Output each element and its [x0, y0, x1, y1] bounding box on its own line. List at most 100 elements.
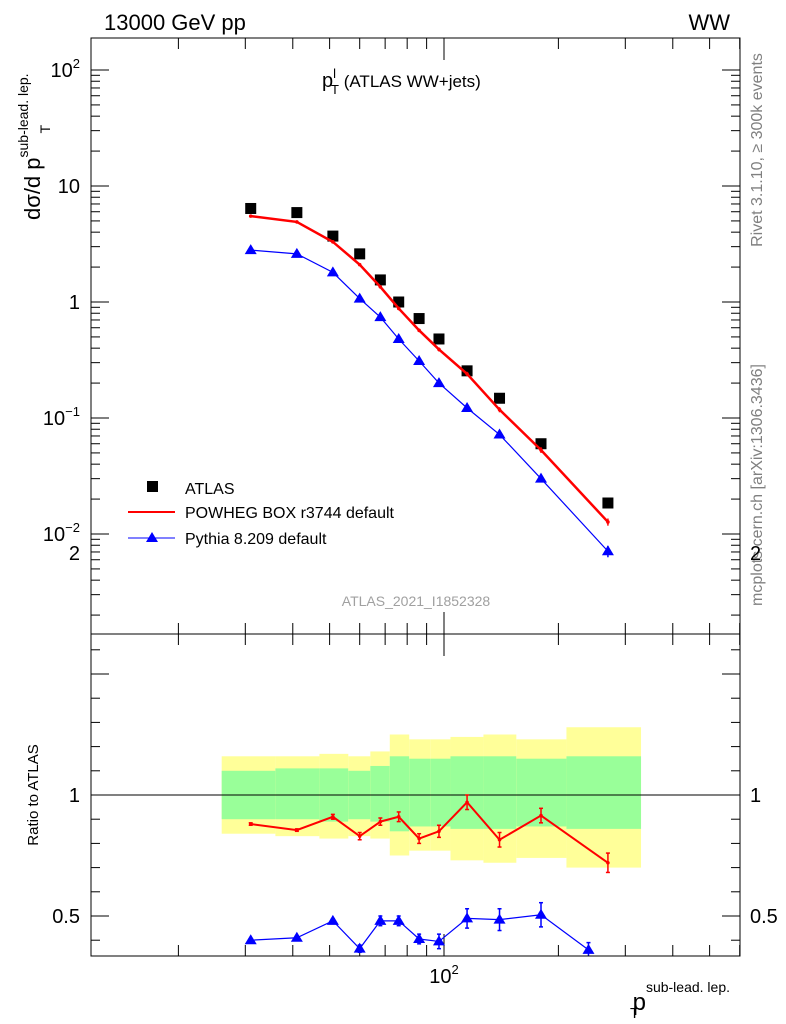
title-sub: T — [331, 82, 339, 97]
ratio-point — [326, 914, 339, 925]
data-point — [357, 262, 362, 267]
data-point — [327, 230, 339, 242]
ratio-point — [432, 935, 445, 946]
ratio-point — [606, 860, 610, 865]
green-band — [483, 756, 517, 829]
green-band — [566, 756, 642, 829]
x-tick-label-100: 102 — [429, 962, 458, 988]
ratio-point — [465, 800, 469, 805]
data-point — [374, 311, 387, 322]
legend: ATLAS POWHEG BOX r3744 default Pythia 8.… — [128, 481, 395, 548]
ratio-y-tick-label: 1 — [69, 785, 80, 807]
mcplots-reference-label: mcplots.cern.ch [arXiv:1306.3436] — [749, 364, 766, 606]
analysis-tag: ATLAS_2021_I1852328 — [342, 593, 491, 609]
ratio-series-line — [250, 800, 609, 864]
series-line — [250, 249, 609, 552]
ratio-panel-frame — [90, 633, 741, 957]
y-tick-base: 10 — [58, 176, 80, 198]
y-tick-label: 10−2 — [43, 520, 80, 546]
ratio-point — [353, 942, 366, 953]
data-point — [353, 292, 366, 303]
ratio-panel-ylabel: Ratio to ATLAS — [25, 744, 42, 845]
ylabel-main: dσ/d p — [20, 157, 45, 220]
data-point — [465, 372, 469, 376]
data-point — [392, 332, 405, 343]
y-tick-base: 10 — [43, 524, 65, 546]
ratio-panel-series — [244, 794, 610, 956]
top-panel-title: pl T (ATLAS WW+jets) — [322, 66, 481, 97]
data-point — [326, 266, 339, 277]
ratio-point — [392, 914, 405, 925]
ratio-point — [535, 908, 548, 919]
legend-pythia-label: Pythia 8.209 default — [185, 531, 327, 548]
ratio-point — [582, 943, 595, 954]
top-panel-ylabel: dσ/d psub-lead. lep. T — [15, 73, 53, 220]
y-tick-label: 1 — [69, 292, 80, 314]
y-tick-label: 10 — [58, 176, 80, 198]
data-point — [245, 202, 257, 214]
data-point — [461, 401, 474, 412]
legend-pythia-marker — [146, 532, 158, 542]
ratio-point — [437, 829, 441, 834]
y-tick-exp: −2 — [65, 520, 80, 535]
data-point — [393, 296, 405, 308]
ratio-point — [493, 913, 506, 924]
data-point — [601, 545, 614, 556]
data-point — [535, 438, 547, 450]
y-tick-label: 102 — [51, 56, 80, 82]
ratio-y-tick-label-right: 2 — [750, 543, 761, 565]
data-point — [494, 392, 506, 404]
ratio-point — [331, 814, 335, 819]
ratio-point — [244, 934, 257, 945]
top-panel-series — [244, 202, 614, 558]
y-tick-base: 10 — [43, 408, 65, 430]
data-point — [378, 285, 383, 289]
data-point — [354, 248, 366, 260]
x-tick-base: 10 — [429, 966, 451, 988]
y-tick-base: 1 — [69, 292, 80, 314]
legend-powheg-label: POWHEG BOX r3744 default — [185, 505, 395, 522]
y-tick-label: 10−1 — [43, 404, 80, 430]
data-point — [432, 377, 445, 388]
ratio-point — [497, 837, 502, 842]
xlabel-sup: sub-lead. lep. — [646, 979, 730, 995]
data-point — [461, 365, 473, 377]
green-band — [450, 756, 484, 829]
ratio-series-line — [250, 914, 589, 951]
data-point — [374, 274, 386, 286]
green-band — [275, 768, 320, 820]
ratio-point — [357, 834, 362, 838]
rivet-version-label: Rivet 3.1.10, ≥ 300k events — [749, 53, 766, 247]
data-point — [539, 448, 543, 452]
data-point — [433, 333, 445, 345]
data-point — [535, 472, 548, 483]
ratio-point — [461, 912, 474, 923]
title-rest: (ATLAS WW+jets) — [339, 72, 481, 91]
ratio-point — [290, 931, 303, 942]
xlabel-sub: T — [630, 1005, 639, 1022]
ratio-uncertainty-bands — [91, 727, 740, 868]
data-point — [244, 244, 257, 255]
header-process-label: WW — [688, 10, 730, 35]
y-tick-base: 10 — [51, 60, 73, 82]
header-energy-label: 13000 GeV pp — [104, 10, 246, 35]
ratio-y-tick-label: 0.5 — [52, 906, 80, 928]
ratio-point — [417, 836, 421, 841]
ratio-point — [378, 819, 383, 824]
data-point — [437, 347, 441, 352]
ratio-y-tick-label-right: 1 — [750, 785, 761, 807]
title-main: p — [322, 70, 333, 92]
green-band — [430, 758, 451, 827]
green-band — [409, 758, 431, 827]
data-point — [291, 207, 303, 219]
green-band — [370, 765, 390, 822]
ratio-point — [295, 828, 299, 832]
ratio-point — [396, 814, 401, 819]
y-tick-exp: 2 — [73, 56, 80, 71]
ratio-point — [539, 813, 543, 818]
x-tick-exp: 2 — [452, 962, 459, 977]
data-point — [606, 520, 610, 524]
data-point — [290, 247, 303, 258]
